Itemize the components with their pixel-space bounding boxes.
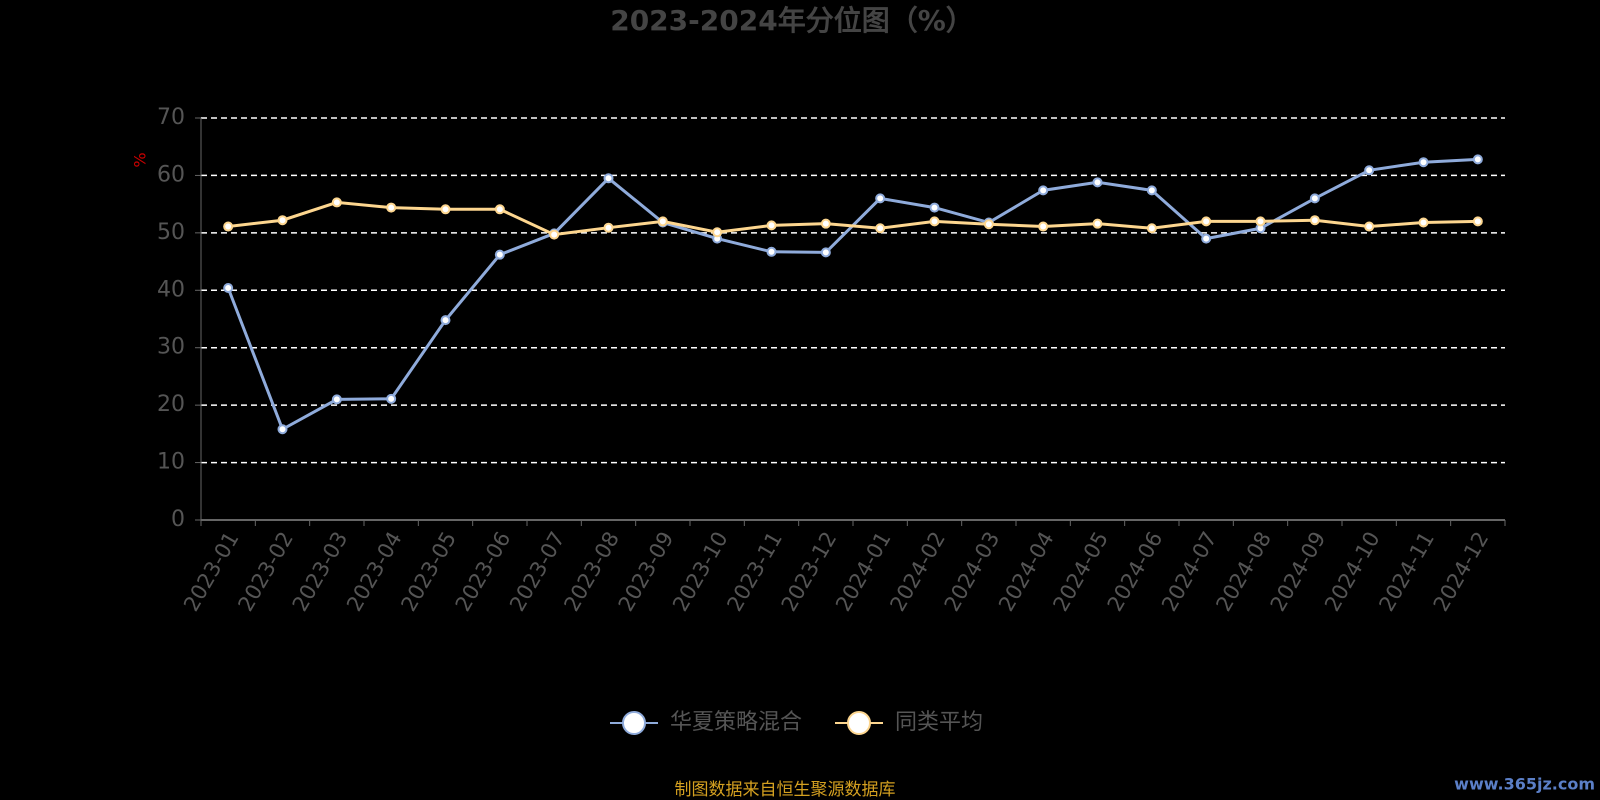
legend-label: 华夏策略混合 bbox=[670, 710, 802, 735]
point bbox=[1038, 185, 1049, 196]
point bbox=[223, 221, 234, 232]
point bbox=[1255, 216, 1266, 227]
point bbox=[1201, 233, 1212, 244]
point bbox=[875, 223, 886, 234]
point bbox=[494, 204, 505, 215]
point bbox=[331, 394, 342, 405]
y-tick-label: 0 bbox=[171, 507, 185, 532]
point bbox=[929, 202, 940, 213]
y-axis-label: % bbox=[131, 152, 150, 167]
point bbox=[331, 197, 342, 208]
point bbox=[983, 219, 994, 230]
y-tick-label: 70 bbox=[157, 105, 185, 130]
point bbox=[657, 216, 668, 227]
point bbox=[766, 246, 777, 257]
point bbox=[1201, 216, 1212, 227]
point bbox=[1364, 221, 1375, 232]
source-note: 制图数据来自恒生聚源数据库 bbox=[675, 780, 896, 800]
watermark: www.365jz.com bbox=[1454, 775, 1595, 794]
point bbox=[1418, 157, 1429, 168]
point bbox=[603, 173, 614, 184]
point bbox=[766, 220, 777, 231]
point bbox=[1146, 185, 1157, 196]
point bbox=[929, 216, 940, 227]
point bbox=[1092, 218, 1103, 229]
point bbox=[1472, 154, 1483, 165]
series-line bbox=[227, 200, 1478, 237]
y-tick-label: 30 bbox=[157, 335, 185, 360]
point bbox=[820, 218, 831, 229]
y-tick-label: 60 bbox=[157, 162, 185, 187]
point bbox=[603, 222, 614, 233]
point bbox=[1309, 193, 1320, 204]
point bbox=[1092, 177, 1103, 188]
y-tick-label: 20 bbox=[157, 392, 185, 417]
point bbox=[820, 247, 831, 258]
legend-marker bbox=[847, 711, 871, 735]
point bbox=[494, 249, 505, 260]
point bbox=[712, 227, 723, 238]
y-tick-label: 50 bbox=[157, 220, 185, 245]
y-tick-label: 40 bbox=[157, 277, 185, 302]
legend-label: 同类平均 bbox=[895, 710, 983, 735]
point bbox=[440, 315, 451, 326]
point bbox=[1472, 216, 1483, 227]
point bbox=[277, 215, 288, 226]
chart-title: 2023-2024年分位图（%） bbox=[610, 4, 974, 37]
point bbox=[277, 424, 288, 435]
point bbox=[875, 193, 886, 204]
point bbox=[1418, 217, 1429, 228]
point bbox=[1364, 165, 1375, 176]
point bbox=[1309, 215, 1320, 226]
legend-marker bbox=[622, 711, 646, 735]
point bbox=[386, 393, 397, 404]
point bbox=[1038, 221, 1049, 232]
y-tick-label: 10 bbox=[157, 450, 185, 475]
point bbox=[1146, 223, 1157, 234]
point bbox=[223, 282, 234, 293]
point bbox=[549, 229, 560, 240]
point bbox=[386, 202, 397, 213]
point bbox=[440, 204, 451, 215]
